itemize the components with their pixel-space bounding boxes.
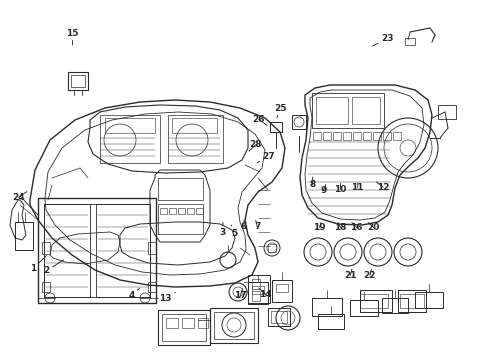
Bar	[352, 97, 380, 124]
Bar	[323, 132, 331, 140]
Text: 7: 7	[254, 220, 261, 231]
Bar	[158, 178, 203, 200]
Bar	[252, 279, 260, 289]
Bar	[168, 115, 223, 163]
Bar	[292, 115, 306, 129]
Bar	[271, 311, 287, 323]
Bar	[383, 132, 391, 140]
Text: 5: 5	[231, 225, 237, 238]
Bar	[353, 132, 361, 140]
Bar	[96, 204, 150, 297]
Text: 1: 1	[30, 256, 47, 273]
Text: 8: 8	[310, 177, 316, 189]
Bar	[214, 312, 254, 339]
Text: 28: 28	[249, 140, 262, 151]
Bar	[169, 208, 176, 214]
Text: 18: 18	[334, 222, 347, 232]
Bar	[158, 204, 203, 234]
Text: 27: 27	[257, 152, 275, 163]
Text: 21: 21	[344, 269, 357, 280]
Text: 10: 10	[334, 184, 347, 194]
Bar	[312, 93, 384, 128]
Text: 14: 14	[259, 288, 272, 299]
Bar	[316, 97, 348, 124]
Text: 12: 12	[376, 182, 390, 192]
Bar	[313, 132, 321, 140]
Bar	[68, 72, 88, 90]
Bar	[333, 132, 341, 140]
Text: 23: 23	[372, 35, 393, 46]
Text: 22: 22	[364, 269, 376, 280]
Bar	[393, 132, 401, 140]
Bar	[276, 284, 288, 292]
Text: 3: 3	[220, 222, 226, 237]
Text: 16: 16	[350, 222, 363, 232]
Bar	[198, 318, 208, 328]
Bar	[182, 318, 194, 328]
Text: 11: 11	[351, 183, 364, 193]
Text: 26: 26	[252, 115, 267, 125]
Bar	[438, 105, 456, 119]
Bar	[210, 308, 258, 343]
Bar	[248, 275, 270, 303]
Bar	[398, 290, 426, 312]
Text: 13: 13	[159, 292, 175, 303]
Text: 25: 25	[274, 104, 287, 118]
Bar	[400, 294, 424, 308]
Bar	[350, 300, 378, 316]
Text: 6: 6	[241, 220, 247, 231]
Text: 4: 4	[128, 288, 140, 300]
Bar	[196, 208, 203, 214]
Bar	[71, 75, 85, 87]
Bar	[15, 222, 33, 250]
Text: 9: 9	[320, 184, 327, 195]
Bar	[268, 308, 290, 326]
Bar	[42, 242, 50, 254]
Bar	[343, 132, 351, 140]
Bar	[373, 132, 381, 140]
Bar	[363, 132, 371, 140]
Bar	[415, 292, 443, 308]
Bar	[382, 298, 408, 313]
Bar	[405, 38, 415, 45]
Text: 24: 24	[12, 192, 27, 202]
Bar	[248, 282, 268, 304]
Bar	[268, 244, 276, 252]
Bar	[100, 115, 160, 163]
Bar	[44, 204, 90, 297]
Bar	[318, 314, 344, 329]
Bar	[312, 298, 342, 316]
Text: 17: 17	[234, 289, 246, 300]
Bar	[160, 208, 167, 214]
Bar	[38, 198, 156, 303]
Bar	[360, 290, 392, 312]
Bar	[162, 314, 206, 341]
Bar	[178, 208, 185, 214]
Bar	[44, 204, 150, 297]
Bar	[158, 310, 210, 345]
Text: 20: 20	[367, 222, 380, 232]
Bar	[166, 318, 178, 328]
Bar	[148, 242, 156, 254]
Text: 2: 2	[44, 260, 64, 275]
Bar	[252, 286, 264, 294]
Bar	[360, 294, 388, 308]
Bar	[148, 282, 156, 292]
Bar	[270, 122, 282, 132]
Bar	[172, 118, 217, 133]
Bar	[42, 282, 50, 292]
Text: 15: 15	[66, 29, 79, 45]
Bar	[272, 280, 292, 302]
Bar	[105, 118, 155, 133]
Text: 19: 19	[313, 222, 326, 232]
Bar	[187, 208, 194, 214]
Bar	[252, 291, 260, 301]
